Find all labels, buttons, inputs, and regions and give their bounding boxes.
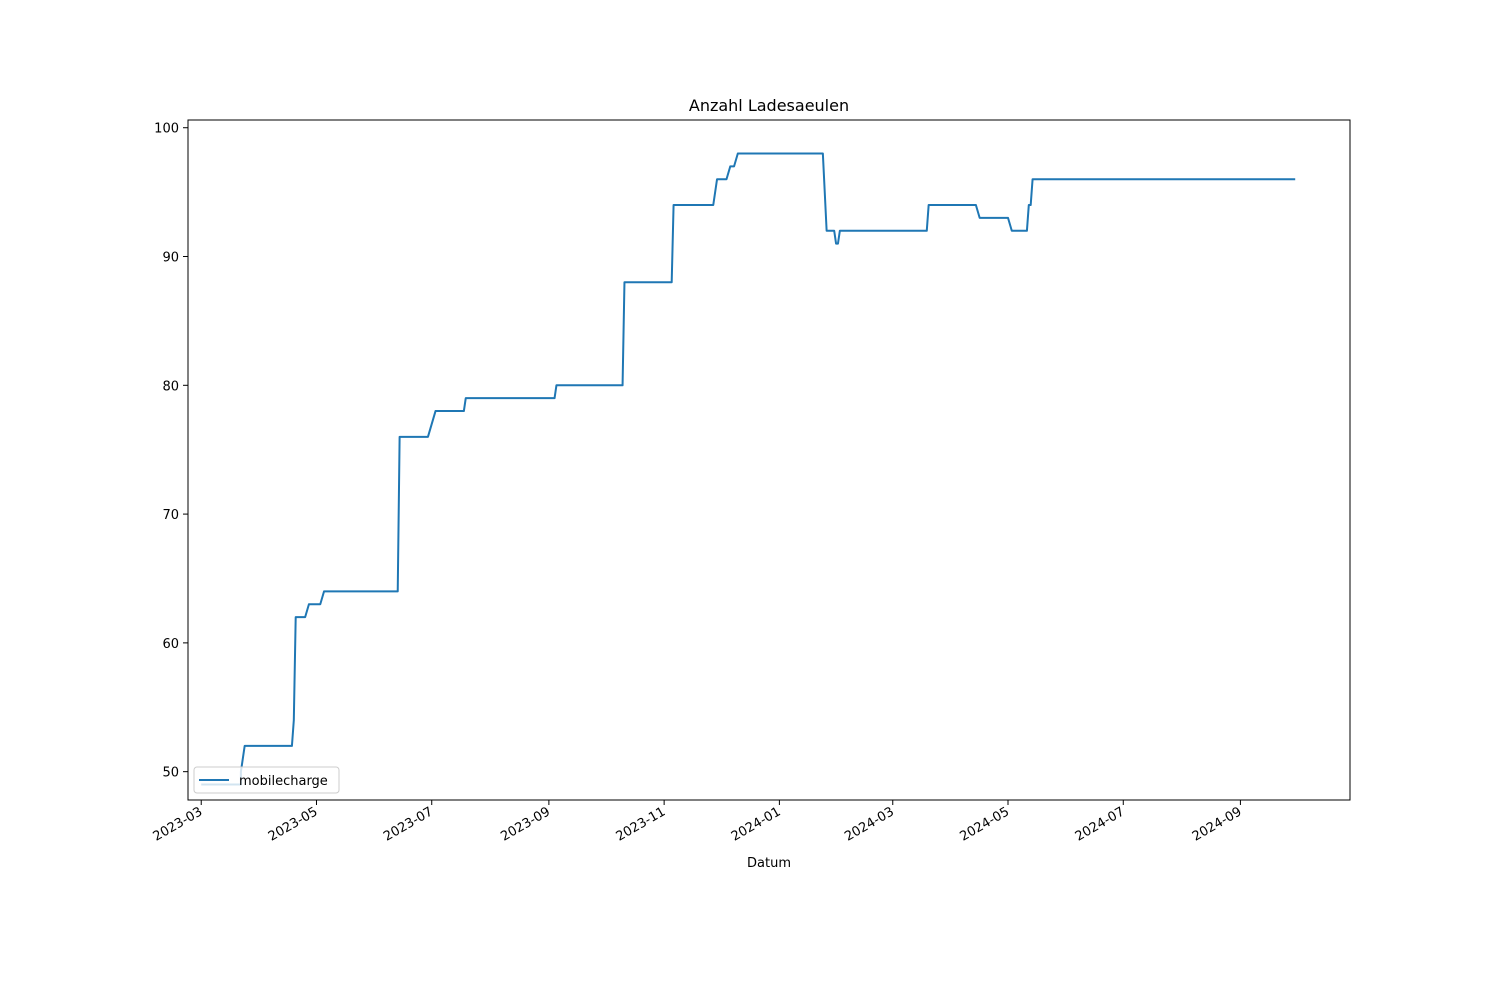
chart-title: Anzahl Ladesaeulen <box>689 96 849 115</box>
y-tick-label: 50 <box>162 766 179 781</box>
x-tick-label: 2023-09 <box>498 804 553 844</box>
x-tick-label: 2024-05 <box>957 804 1012 844</box>
x-tick-label: 2024-09 <box>1190 804 1245 844</box>
x-tick-label: 2023-11 <box>614 804 669 844</box>
y-axis: 50 60 70 80 90 100 <box>154 122 188 781</box>
y-tick-label: 70 <box>162 508 179 523</box>
y-tick-label: 100 <box>154 122 179 137</box>
y-tick-label: 90 <box>162 251 179 266</box>
x-tick-label: 2024-03 <box>842 804 897 844</box>
axes-frame <box>187 119 1351 801</box>
x-tick-label: 2023-03 <box>151 804 206 844</box>
plot-area <box>201 152 1296 786</box>
y-tick-label: 80 <box>162 379 179 394</box>
x-axis-label: Datum <box>747 856 791 871</box>
legend-label-mobilecharge: mobilecharge <box>239 774 328 789</box>
x-tick-label: 2023-07 <box>381 804 436 844</box>
x-axis: 2023-03 2023-05 2023-07 2023-09 2023-11 2024-… <box>151 800 1245 845</box>
series-line-mobilecharge <box>201 152 1296 786</box>
y-tick-label: 60 <box>162 637 179 652</box>
x-tick-label: 2024-07 <box>1073 804 1128 844</box>
legend: mobilecharge <box>193 766 340 794</box>
x-tick-label: 2023-05 <box>266 804 321 844</box>
x-tick-label: 2024-01 <box>729 804 784 844</box>
legend-box <box>193 766 340 794</box>
